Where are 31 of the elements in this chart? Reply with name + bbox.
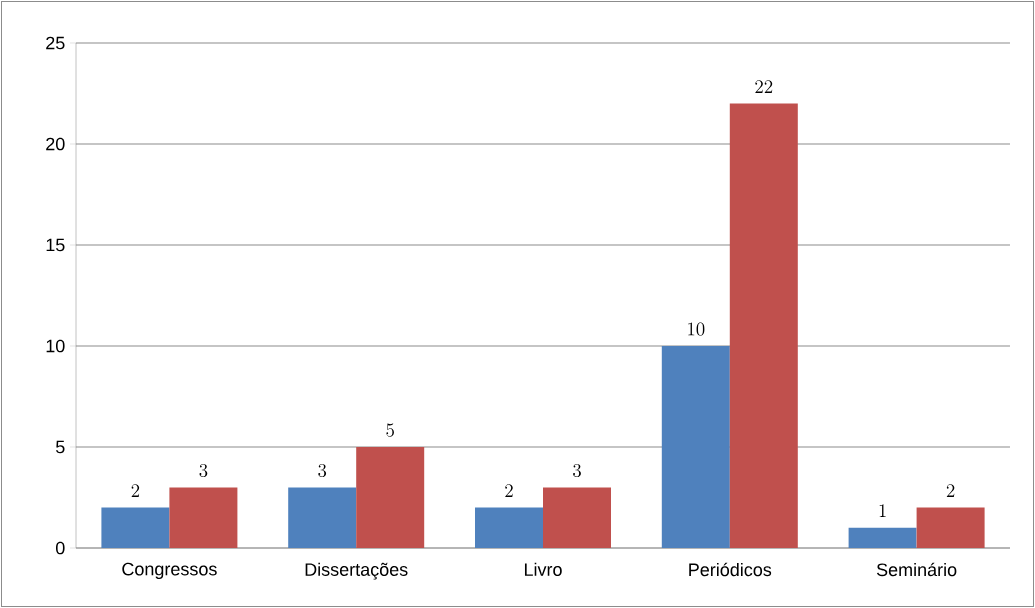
y-tick-label: 5	[55, 440, 65, 454]
y-tick-label: 20	[46, 137, 65, 151]
x-tick-label: Dissertações	[305, 562, 408, 580]
y-tick-label: 0	[55, 541, 65, 555]
data-label: 2	[131, 484, 140, 497]
data-label: 3	[318, 463, 327, 478]
x-tick-label: Seminário	[876, 562, 957, 577]
bar	[543, 487, 611, 548]
bar	[916, 507, 985, 548]
bar	[661, 346, 730, 548]
bar	[288, 487, 357, 548]
bar	[475, 507, 543, 548]
x-tick-label: Periódicos	[689, 562, 772, 577]
bar	[101, 507, 170, 548]
data-label: 2	[505, 484, 513, 497]
data-label: 5	[386, 423, 394, 437]
bar	[848, 527, 917, 548]
y-tick-label: 25	[46, 36, 65, 50]
bar	[729, 103, 798, 548]
data-label: 3	[199, 463, 208, 478]
bar	[356, 447, 425, 548]
y-tick-label: 15	[46, 238, 65, 252]
data-label: 1	[879, 504, 886, 518]
data-label: 3	[573, 463, 581, 478]
data-label: 10	[688, 322, 705, 336]
bar	[169, 487, 238, 548]
data-label: 2	[946, 484, 955, 497]
y-tick-label: 10	[46, 339, 65, 353]
data-label: 22	[755, 80, 773, 93]
x-tick-label: Congressos	[122, 562, 217, 580]
x-tick-label: Livro	[524, 562, 562, 576]
